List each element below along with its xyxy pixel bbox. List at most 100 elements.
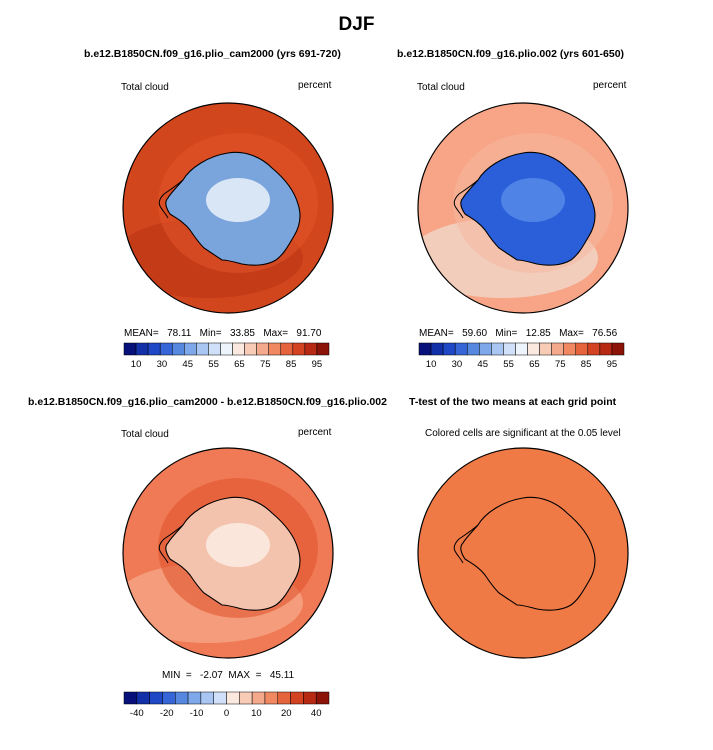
map-2-boundary bbox=[417, 102, 629, 314]
panel-3-variable-label: Total cloud bbox=[121, 429, 169, 440]
colorbar-2-swatch bbox=[418, 342, 432, 356]
colorbar-1-swatch bbox=[208, 342, 221, 356]
panel-1-variable-label: Total cloud bbox=[121, 82, 169, 93]
panel-2-variable-label: Total cloud bbox=[417, 82, 465, 93]
colorbar-2-swatch bbox=[539, 342, 552, 356]
colorbar-2-swatch bbox=[551, 342, 564, 356]
colorbar-2-swatch bbox=[479, 342, 492, 356]
colorbar-2-swatch bbox=[442, 342, 456, 356]
colorbar-1-swatch bbox=[184, 342, 197, 356]
colorbar-1-swatch bbox=[256, 342, 269, 356]
panel-2-map bbox=[417, 102, 629, 314]
colorbar-1-swatch bbox=[220, 342, 233, 356]
colorbar-2-swatch bbox=[575, 342, 589, 356]
colorbar-3-swatch bbox=[136, 691, 150, 705]
colorbar-1-swatch bbox=[280, 342, 294, 356]
panel-4-title: T-test of the two means at each grid poi… bbox=[409, 396, 617, 408]
colorbar-2-tick-label: 10 bbox=[426, 359, 437, 370]
colorbar-3-swatch bbox=[213, 691, 227, 705]
colorbar-3-swatch bbox=[200, 691, 214, 705]
panel-2-title: b.e12.B1850CN.f09_g16.plio.002 (yrs 601-… bbox=[397, 48, 625, 60]
colorbar-3-swatch bbox=[226, 691, 240, 705]
colorbar-2-swatch bbox=[454, 342, 468, 356]
colorbar-1-swatch bbox=[268, 342, 282, 356]
colorbar-3-tick-label: 20 bbox=[281, 708, 292, 719]
map-2-interior-field bbox=[501, 178, 565, 222]
colorbar-2-swatch bbox=[527, 342, 540, 356]
colorbar-2-tick-label: 45 bbox=[477, 359, 488, 370]
colorbar-3-swatch bbox=[315, 691, 330, 705]
colorbar-2-swatch bbox=[515, 342, 528, 356]
colorbar-2-swatch bbox=[587, 342, 601, 356]
colorbar-1-tick-label: 45 bbox=[182, 359, 193, 370]
colorbar-1-swatch bbox=[304, 342, 318, 356]
colorbar-3-swatch bbox=[239, 691, 253, 705]
panel-1-map bbox=[122, 102, 334, 314]
map-3-boundary bbox=[122, 447, 334, 659]
colorbar-1-swatch bbox=[316, 342, 330, 356]
colorbar-1-swatch bbox=[196, 342, 209, 356]
colorbar-1-tick-label: 55 bbox=[208, 359, 219, 370]
panel-3-units-label: percent bbox=[298, 427, 332, 438]
map-4-coastline bbox=[460, 496, 596, 611]
colorbar-1-swatch bbox=[244, 342, 257, 356]
colorbar-1-swatch bbox=[292, 342, 306, 356]
colorbar-2-tick-label: 55 bbox=[503, 359, 514, 370]
panel-4-subtitle: Colored cells are significant at the 0.0… bbox=[425, 428, 621, 439]
colorbar-3-swatch bbox=[251, 691, 266, 705]
panel-3-map bbox=[122, 447, 334, 659]
panel-1-units-label: percent bbox=[298, 80, 332, 91]
colorbar-2-tick-label: 75 bbox=[555, 359, 566, 370]
colorbar-1-tick-label: 85 bbox=[286, 359, 297, 370]
colorbar-1-swatch bbox=[123, 342, 137, 356]
colorbar-3-swatch bbox=[290, 691, 304, 705]
colorbar-2-swatch bbox=[563, 342, 577, 356]
colorbar-2-swatch bbox=[503, 342, 516, 356]
colorbar-3-swatch bbox=[264, 691, 279, 705]
map-1-peninsula-coastline bbox=[158, 179, 184, 219]
colorbar-3-tick-label: 40 bbox=[311, 708, 322, 719]
colorbar-3-swatch bbox=[303, 691, 317, 705]
panel-3-stats: MIN = -2.07 MAX = 45.11 bbox=[162, 670, 295, 681]
colorbar-1-swatch bbox=[159, 342, 173, 356]
colorbar-3-swatch bbox=[175, 691, 189, 705]
panel-2-units-label: percent bbox=[593, 80, 627, 91]
colorbar-1-swatch bbox=[232, 342, 245, 356]
colorbar-1-swatch bbox=[171, 342, 185, 356]
map-3-coastline bbox=[165, 496, 301, 611]
colorbar-1-tick-label: 75 bbox=[260, 359, 271, 370]
map-2-peninsula-coastline bbox=[453, 179, 479, 219]
figure-title: DJF bbox=[338, 14, 375, 35]
map-1-interior-field bbox=[206, 178, 270, 222]
colorbar-2-swatch bbox=[599, 342, 613, 356]
colorbar-2-tick-label: 30 bbox=[452, 359, 463, 370]
colorbar-3-swatch bbox=[277, 691, 291, 705]
colorbar-2: 10 30 45 55 65 75 85 95 bbox=[418, 342, 625, 370]
colorbar-2-swatch bbox=[466, 342, 480, 356]
colorbar-1-tick-label: 30 bbox=[157, 359, 168, 370]
colorbar-3-tick-label: -20 bbox=[160, 708, 174, 719]
colorbar-3-swatch bbox=[162, 691, 176, 705]
colorbar-1: 10 30 45 55 65 75 85 95 bbox=[123, 342, 330, 370]
colorbar-1-swatch bbox=[135, 342, 149, 356]
colorbar-2-swatch bbox=[430, 342, 444, 356]
panel-2-stats: MEAN= 59.60 Min= 12.85 Max= 76.56 bbox=[419, 328, 618, 339]
map-2-coastline bbox=[460, 151, 596, 266]
colorbar-2-swatch bbox=[611, 342, 625, 356]
colorbar-1-tick-label: 10 bbox=[131, 359, 142, 370]
map-4-peninsula-coastline bbox=[453, 524, 479, 564]
colorbar-3: -40 -20 -10 0 10 20 40 bbox=[123, 691, 330, 719]
map-1-coastline bbox=[165, 151, 301, 266]
colorbar-2-swatch bbox=[491, 342, 504, 356]
colorbar-3-tick-label: 10 bbox=[251, 708, 262, 719]
panel-1-stats: MEAN= 78.11 Min= 33.85 Max= 91.70 bbox=[124, 328, 322, 339]
map-4-boundary bbox=[417, 447, 629, 659]
colorbar-1-tick-label: 65 bbox=[234, 359, 245, 370]
panel-1-title: b.e12.B1850CN.f09_g16.plio_cam2000 (yrs … bbox=[84, 48, 341, 60]
colorbar-1-tick-label: 95 bbox=[312, 359, 323, 370]
map-3-interior-field bbox=[206, 523, 270, 567]
colorbar-3-swatch bbox=[123, 691, 138, 705]
panel-3-title: b.e12.B1850CN.f09_g16.plio_cam2000 - b.e… bbox=[28, 396, 387, 408]
panel-4-map bbox=[417, 447, 629, 659]
